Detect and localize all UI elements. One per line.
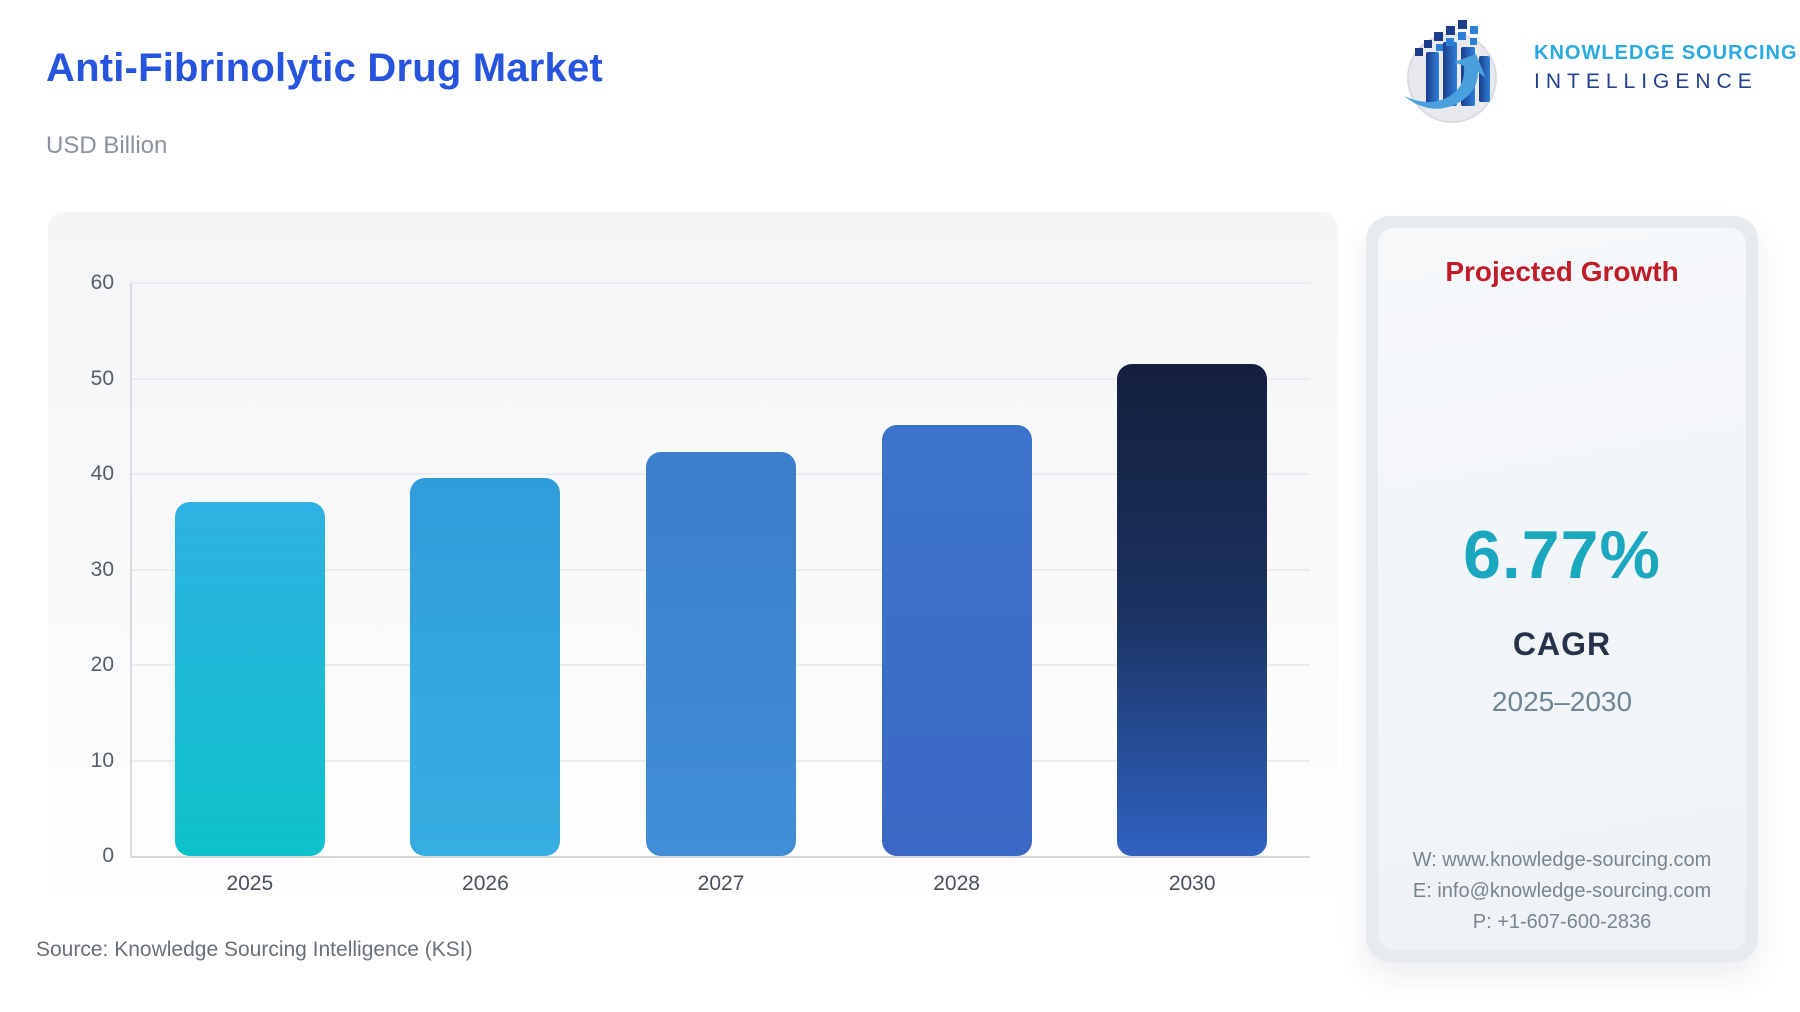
- page-title: Anti-Fibrinolytic Drug Market: [46, 46, 603, 90]
- bar-2030: [1117, 364, 1268, 856]
- y-tick-label-30: 30: [90, 557, 114, 581]
- source-note: Source: Knowledge Sourcing Intelligence …: [36, 938, 473, 961]
- plot-area: 0 10 20 30 40 50 60 2025 2026 2027 2028 2030: [91, 271, 1310, 895]
- contact-phone: P: +1-607-600-2836: [1472, 911, 1652, 933]
- company-logo: KNOWLEDGE SOURCING INTELLIGENCE: [1390, 12, 1797, 128]
- logo-line1: KNOWLEDGE SOURCING: [1534, 42, 1798, 64]
- gridline-50: [132, 377, 1310, 380]
- x-tick-label-2027: 2027: [697, 872, 745, 895]
- contact-website: W: www.knowledge-sourcing.com: [1412, 849, 1712, 871]
- bar-chart-card: 0 10 20 30 40 50 60 2025 2026 2027 2028 2030: [48, 212, 1338, 918]
- bar-2025: [174, 501, 325, 856]
- cagr-label: CAGR: [1512, 626, 1612, 662]
- logo-globe-chart-icon: [1404, 20, 1497, 123]
- y-tick-label-50: 50: [90, 366, 114, 390]
- forecast-period: 2025–2030: [1491, 686, 1633, 717]
- chart-unit-label: USD Billion: [46, 132, 168, 159]
- bar-2026: [410, 477, 561, 856]
- y-tick-label-60: 60: [90, 271, 114, 294]
- x-tick-label-2026: 2026: [462, 872, 509, 895]
- y-tick-label-0: 0: [102, 844, 114, 867]
- y-tick-label-40: 40: [90, 462, 114, 485]
- logo-line2: INTELLIGENCE: [1534, 70, 1758, 93]
- x-tick-label-2028: 2028: [933, 872, 980, 895]
- x-tick-label-2030: 2030: [1168, 872, 1216, 895]
- bar-2027: [646, 452, 796, 856]
- y-tick-label-20: 20: [90, 653, 114, 676]
- contact-email: E: info@knowledge-sourcing.com: [1412, 880, 1712, 902]
- projected-growth-panel: Projected Growth 6.77% CAGR 2025–2030 W:…: [1366, 216, 1758, 962]
- logo-text: KNOWLEDGE SOURCING INTELLIGENCE: [1534, 42, 1798, 94]
- y-tick-label-10: 10: [90, 748, 114, 772]
- growth-panel-title: Projected Growth: [1445, 256, 1679, 287]
- x-tick-label-2025: 2025: [226, 872, 274, 895]
- gridline-60: [132, 282, 1310, 284]
- projected-growth-card: Projected Growth 6.77% CAGR 2025–2030 W:…: [1378, 228, 1746, 950]
- cagr-value: 6.77%: [1463, 517, 1661, 593]
- bar-2028: [881, 425, 1032, 856]
- contact-info: W: www.knowledge-sourcing.com E: info@kn…: [1378, 845, 1746, 938]
